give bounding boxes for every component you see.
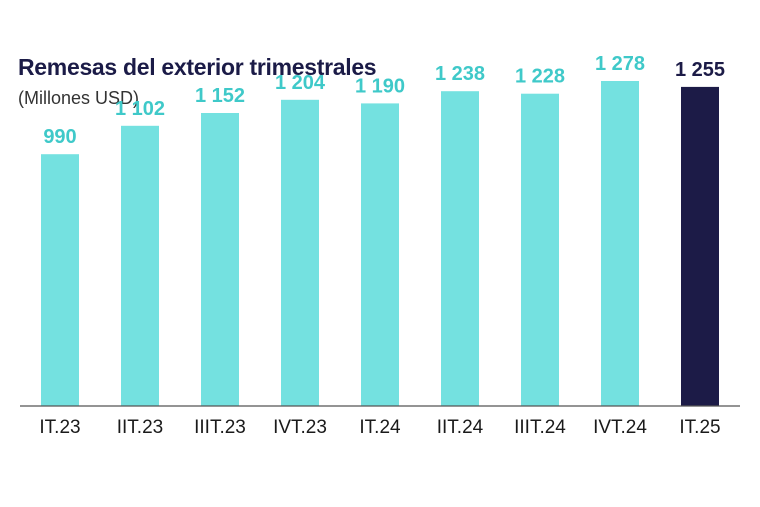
value-label-IIIT.23: 1 152 [195,85,245,107]
value-label-IT.24: 1 190 [355,75,405,97]
x-tick-label-IT.25: IT.25 [679,417,720,438]
bar-IT.24 [361,103,399,407]
bar-IIT.23 [121,125,159,407]
x-tick-label-IIIT.23: IIIT.23 [194,417,246,438]
bar-IIIT.24 [521,93,559,406]
x-tick-label-IT.23: IT.23 [39,417,80,438]
value-label-IIIT.24: 1 228 [515,66,565,88]
x-tick-label-IVT.24: IVT.24 [593,417,647,438]
bar-IT.23 [41,154,79,406]
value-label-IVT.24: 1 278 [595,53,645,75]
bar-IT.25 [681,86,719,407]
value-label-IIT.23: 1 102 [115,98,165,120]
value-label-IT.25: 1 255 [675,59,725,81]
bar-IIT.24 [441,91,479,406]
x-tick-label-IIT.24: IIT.24 [437,417,484,438]
x-tick-label-IIT.23: IIT.23 [117,417,163,438]
bar-IVT.23 [281,99,319,407]
x-tick-label-IVT.23: IVT.23 [273,417,327,438]
value-label-IVT.23: 1 204 [275,72,326,94]
x-tick-label-IIIT.24: IIIT.24 [514,417,566,438]
chart-title: Remesas del exterior trimestrales [18,54,377,80]
value-label-IIT.24: 1 238 [435,63,485,85]
bar-IVT.24 [601,81,639,406]
value-label-IT.23: 990 [43,126,76,148]
bar-IIIT.23 [201,113,239,406]
chart-subtitle: (Millones USD) [18,88,140,108]
x-tick-label-IT.24: IT.24 [359,417,401,438]
